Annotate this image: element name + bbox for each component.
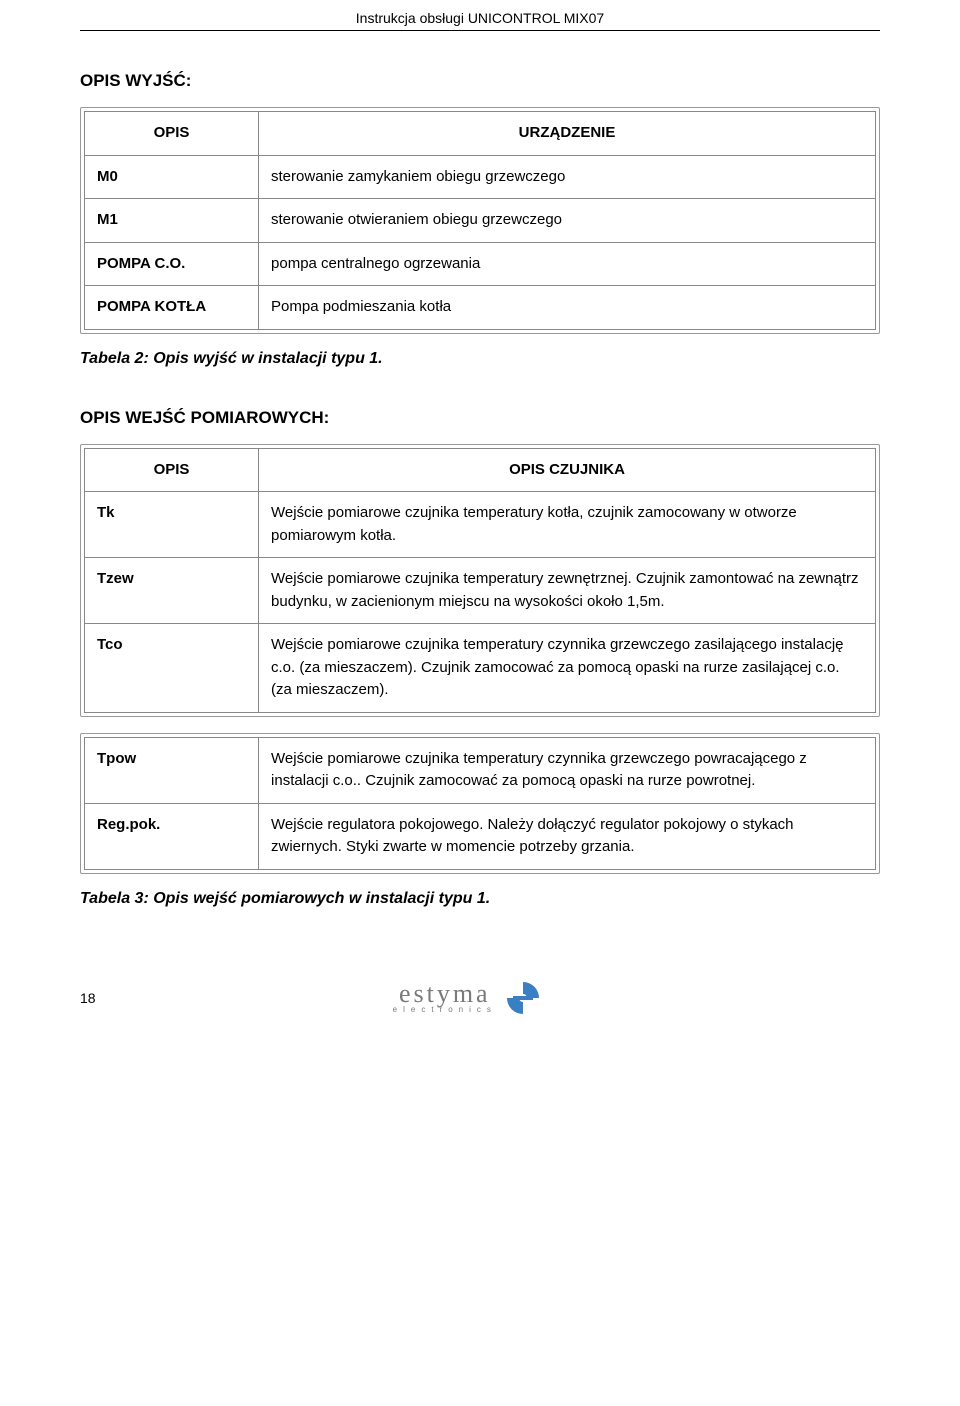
table-row: POMPA C.O. pompa centralnego ogrzewania [85, 242, 876, 286]
table1-r0-desc: sterowanie zamykaniem obiegu grzewczego [259, 155, 876, 199]
table2b-r1-desc: Wejście regulatora pokojowego. Należy do… [259, 803, 876, 869]
table2a-header-row: OPIS OPIS CZUJNIKA [85, 448, 876, 492]
table2b-r0-desc: Wejście pomiarowe czujnika temperatury c… [259, 737, 876, 803]
table-row: Tpow Wejście pomiarowe czujnika temperat… [85, 737, 876, 803]
table1-caption: Tabela 2: Opis wyjść w instalacji typu 1… [80, 350, 880, 368]
table1-r1-label: M1 [85, 199, 259, 243]
table1-r1-desc: sterowanie otwieraniem obiegu grzewczego [259, 199, 876, 243]
table2a-r1-label: Tzew [85, 558, 259, 624]
page-number: 18 [80, 990, 96, 1006]
table-row: M0 sterowanie zamykaniem obiegu grzewcze… [85, 155, 876, 199]
logo-mark-icon [503, 978, 543, 1018]
table2b-outer: Tpow Wejście pomiarowe czujnika temperat… [80, 733, 880, 874]
table1-col1-header: OPIS [85, 112, 259, 156]
table-row: Tco Wejście pomiarowe czujnika temperatu… [85, 624, 876, 713]
table2a-col1-header: OPIS [85, 448, 259, 492]
table-row: Tzew Wejście pomiarowe czujnika temperat… [85, 558, 876, 624]
table2b-r0-label: Tpow [85, 737, 259, 803]
table1-col2-header: URZĄDZENIE [259, 112, 876, 156]
brand-logo: estyma electronics [393, 978, 543, 1018]
page-header: Instrukcja obsługi UNICONTROL MIX07 [80, 0, 880, 31]
table1-r3-label: POMPA KOTŁA [85, 286, 259, 330]
table1: OPIS URZĄDZENIE M0 sterowanie zamykaniem… [84, 111, 876, 330]
table2a-r0-desc: Wejście pomiarowe czujnika temperatury k… [259, 492, 876, 558]
page-footer: 18 estyma electronics [80, 978, 880, 1018]
table-row: Tk Wejście pomiarowe czujnika temperatur… [85, 492, 876, 558]
table1-header-row: OPIS URZĄDZENIE [85, 112, 876, 156]
table2a-r2-desc: Wejście pomiarowe czujnika temperatury c… [259, 624, 876, 713]
section2-title: OPIS WEJŚĆ POMIAROWYCH: [80, 408, 880, 428]
table2a-r0-label: Tk [85, 492, 259, 558]
table2a-outer: OPIS OPIS CZUJNIKA Tk Wejście pomiarowe … [80, 444, 880, 717]
table-row: POMPA KOTŁA Pompa podmieszania kotła [85, 286, 876, 330]
table1-r2-desc: pompa centralnego ogrzewania [259, 242, 876, 286]
table2b-r1-label: Reg.pok. [85, 803, 259, 869]
logo-text: estyma [399, 981, 491, 1007]
logo-subtext: electronics [393, 1005, 497, 1014]
table2a: OPIS OPIS CZUJNIKA Tk Wejście pomiarowe … [84, 448, 876, 713]
table1-outer: OPIS URZĄDZENIE M0 sterowanie zamykaniem… [80, 107, 880, 334]
table2-caption: Tabela 3: Opis wejść pomiarowych w insta… [80, 890, 880, 908]
table1-r0-label: M0 [85, 155, 259, 199]
table2a-col2-header: OPIS CZUJNIKA [259, 448, 876, 492]
logo-text-block: estyma electronics [393, 981, 497, 1014]
table-row: M1 sterowanie otwieraniem obiegu grzewcz… [85, 199, 876, 243]
table1-r3-desc: Pompa podmieszania kotła [259, 286, 876, 330]
table2b: Tpow Wejście pomiarowe czujnika temperat… [84, 737, 876, 870]
section1-title: OPIS WYJŚĆ: [80, 71, 880, 91]
table-row: Reg.pok. Wejście regulatora pokojowego. … [85, 803, 876, 869]
table2a-r2-label: Tco [85, 624, 259, 713]
table1-r2-label: POMPA C.O. [85, 242, 259, 286]
table2a-r1-desc: Wejście pomiarowe czujnika temperatury z… [259, 558, 876, 624]
